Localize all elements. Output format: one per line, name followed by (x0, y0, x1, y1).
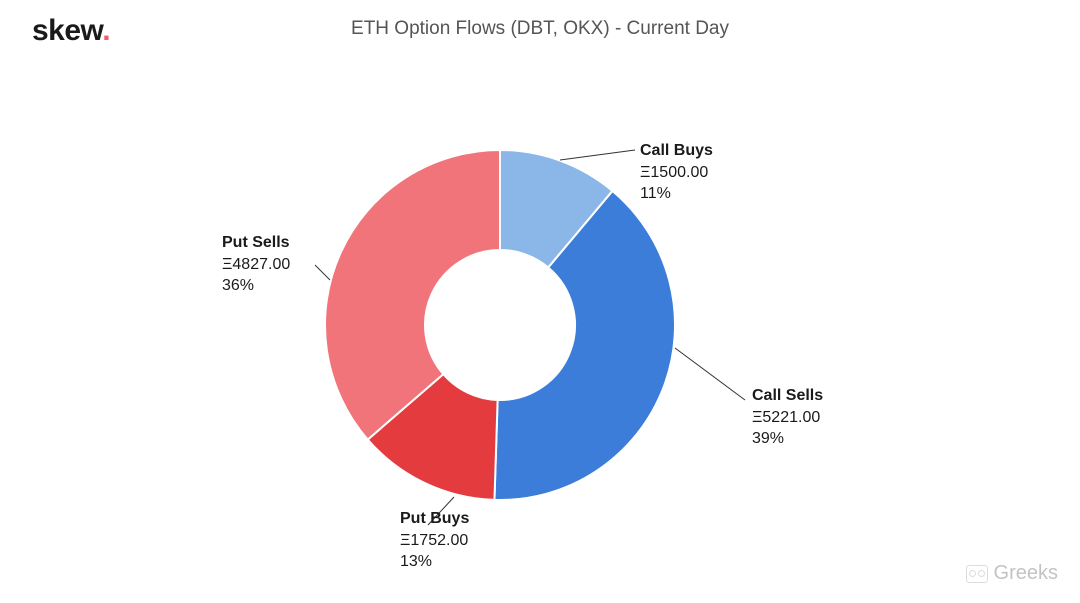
slice-name: Put Sells (222, 232, 290, 254)
slice-label: Put BuysΞ1752.0013% (400, 508, 469, 573)
leader-lines (0, 0, 1080, 603)
slice-name: Put Buys (400, 508, 469, 530)
slice-label: Call BuysΞ1500.0011% (640, 140, 713, 205)
watermark: Greeks (966, 562, 1058, 585)
leader-line (560, 150, 635, 160)
slice-pct: 13% (400, 551, 469, 573)
slice-value: Ξ4827.00 (222, 254, 290, 276)
donut-chart: Call BuysΞ1500.0011% Call SellsΞ5221.0039… (0, 0, 1080, 603)
wechat-icon (966, 565, 988, 583)
slice-pct: 11% (640, 183, 713, 205)
watermark-text: Greeks (994, 562, 1058, 585)
slice-pct: 36% (222, 275, 290, 297)
slice-value: Ξ5221.00 (752, 407, 823, 429)
slice-value: Ξ1500.00 (640, 162, 713, 184)
leader-line (315, 265, 330, 280)
slice-name: Call Sells (752, 385, 823, 407)
leader-line (675, 348, 745, 400)
slice-pct: 39% (752, 428, 823, 450)
slice-label: Call SellsΞ5221.0039% (752, 385, 823, 450)
slice-label: Put SellsΞ4827.0036% (222, 232, 290, 297)
slice-value: Ξ1752.00 (400, 530, 469, 552)
slice-name: Call Buys (640, 140, 713, 162)
